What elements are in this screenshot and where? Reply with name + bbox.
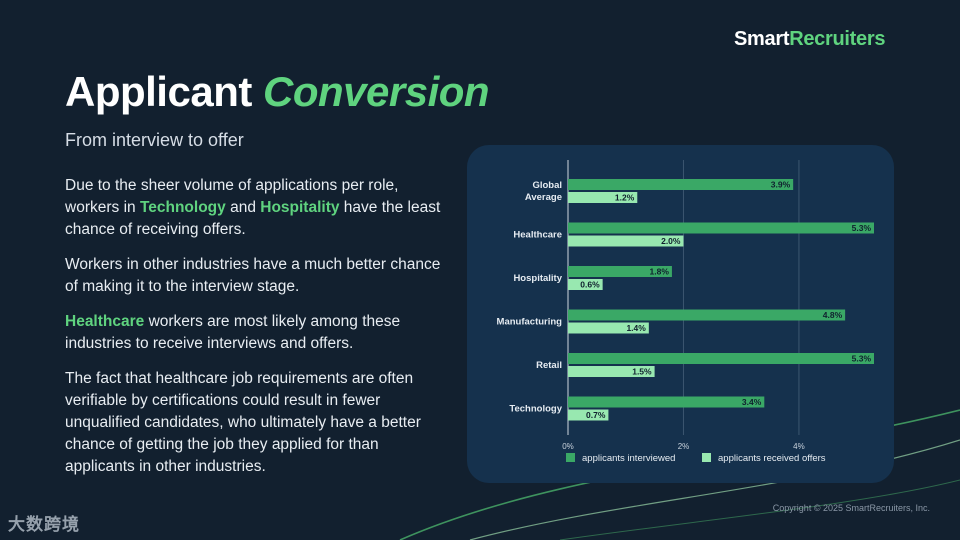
bar-offers — [568, 192, 638, 203]
data-label: 3.4% — [742, 397, 762, 407]
data-label: 1.8% — [650, 267, 670, 277]
logo-text-smart: Smart — [734, 28, 790, 50]
copyright-text: Copyright © 2025 SmartRecruiters, Inc. — [772, 503, 930, 513]
p1-text-e: have the least chance of receiving offer… — [65, 199, 441, 238]
data-label: 1.4% — [626, 323, 646, 333]
data-label: 3.9% — [771, 180, 791, 190]
x-tick-label: 2% — [678, 442, 690, 451]
watermark-logo: 大数跨境 — [8, 515, 80, 534]
p3-text-b: workers are most likely among these indu… — [65, 313, 401, 352]
legend-swatch-offers — [702, 453, 711, 462]
x-tick-label: 4% — [793, 442, 805, 451]
bar-interviewed — [568, 266, 672, 277]
bar-offers — [568, 409, 609, 421]
bar-offers — [568, 366, 655, 377]
legend-swatch-interviewed — [566, 453, 575, 462]
category-label: Global Average — [525, 180, 562, 203]
legend-label-interviewed: applicants interviewed — [582, 453, 675, 464]
bar-chart: 0% 2% 4% Global Average 3.9% 1.2% Healthcare 5.3… — [497, 160, 874, 464]
bar-interviewed — [568, 309, 846, 321]
category-label: Retail — [536, 360, 562, 371]
data-label: 0.6% — [580, 280, 600, 290]
p1-text-a: Due to the sheer volume of applications … — [65, 177, 399, 216]
category-label: Technology — [509, 404, 562, 415]
bar-interviewed — [568, 222, 874, 234]
paragraph-2: Workers in other industries have a much … — [65, 256, 441, 295]
page-subtitle: From interview to offer — [65, 130, 244, 150]
bar-interviewed — [568, 353, 874, 364]
data-label: 1.5% — [632, 367, 652, 377]
data-label: 1.2% — [615, 193, 635, 203]
category-label: Manufacturing — [497, 317, 563, 328]
data-label: 5.3% — [852, 223, 872, 233]
logo-text-recruiters: Recruiters — [789, 28, 886, 50]
smartrecruiters-logo: SmartRecruiters — [734, 28, 885, 51]
page-title: Applicant Conversion — [65, 68, 490, 116]
category-label: Hospitality — [513, 273, 562, 284]
paragraph-1: Due to the sheer volume of applications … — [65, 175, 445, 241]
legend-label-offers: applicants received offers — [718, 453, 826, 464]
p1-highlight-hospitality: Hospitality — [260, 199, 340, 216]
p3-highlight-healthcare: Healthcare — [65, 313, 145, 330]
bar-offers — [568, 279, 603, 290]
bar-offers — [568, 235, 684, 247]
p1-text-c: and — [225, 199, 261, 216]
x-tick-label: 0% — [562, 442, 574, 451]
bar-offers — [568, 322, 649, 334]
chart-card: 0% 2% 4% Global Average 3.9% 1.2% Healthcare 5.3… — [467, 145, 894, 483]
p1-highlight-technology: Technology — [139, 199, 226, 216]
bar-interviewed — [568, 396, 765, 408]
body-text: Due to the sheer volume of applications … — [65, 175, 445, 491]
data-label: 4.8% — [823, 310, 843, 320]
title-part-1: Applicant — [65, 68, 252, 115]
data-label: 5.3% — [852, 354, 872, 364]
bar-interviewed — [568, 179, 794, 190]
category-label: Healthcare — [513, 230, 562, 241]
paragraph-4: The fact that healthcare job requirement… — [65, 370, 421, 475]
title-part-2: Conversion — [263, 68, 490, 115]
data-label: 0.7% — [586, 410, 606, 420]
data-label: 2.0% — [661, 236, 681, 246]
paragraph-3: Healthcare workers are most likely among… — [65, 311, 445, 355]
